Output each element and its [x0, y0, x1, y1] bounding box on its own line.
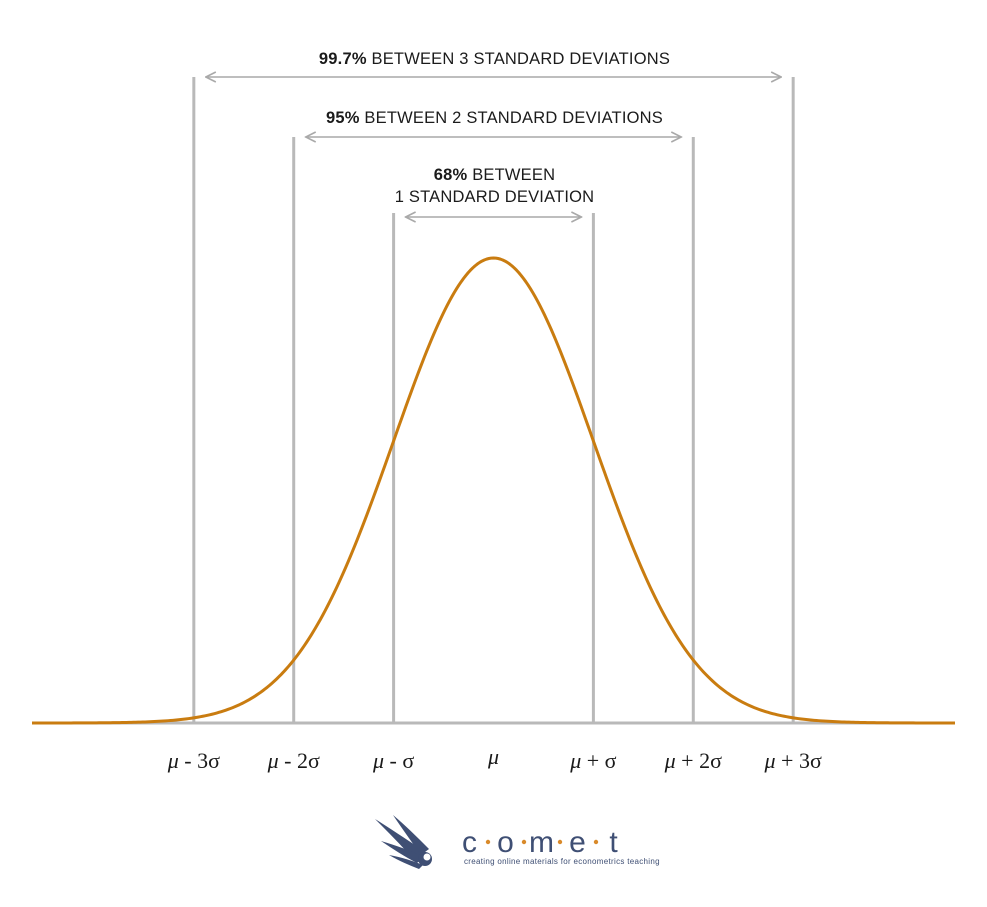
logo-letter-e: e — [569, 826, 587, 859]
range-label-1sd: 68% BETWEEN — [434, 166, 555, 184]
tick-label-minus-3: μ - 3σ — [167, 748, 220, 773]
tick-labels: μ - 3σ μ - 2σ μ - σ μ μ + σ μ + 2σ μ + 3σ — [167, 744, 822, 773]
tick-label-plus-1: μ + σ — [569, 748, 616, 773]
logo-dot — [557, 839, 563, 845]
logo-letter-c: c — [462, 826, 478, 859]
logo-letter-m: m — [529, 826, 555, 859]
logo-dot — [521, 839, 527, 845]
comet-icon — [375, 815, 432, 869]
normal-curve — [32, 256, 955, 725]
logo-letter-t: t — [609, 826, 618, 859]
sd-vertical-lines — [192, 77, 795, 723]
tick-label-plus-3: μ + 3σ — [764, 748, 822, 773]
tick-label-minus-1: μ - σ — [372, 748, 414, 773]
range-labels: 99.7% BETWEEN 3 STANDARD DEVIATIONS 95% B… — [319, 50, 670, 206]
logo-letter-o: o — [497, 826, 515, 859]
logo-dot — [485, 839, 491, 845]
range-label-1sd-line2: 1 STANDARD DEVIATION — [395, 188, 595, 206]
range-arrows — [206, 77, 781, 217]
range-label-3sd: 99.7% BETWEEN 3 STANDARD DEVIATIONS — [319, 50, 670, 68]
logo-dot — [593, 839, 599, 845]
tick-label-minus-2: μ - 2σ — [267, 748, 320, 773]
comet-tagline: creating online materials for econometri… — [464, 857, 660, 866]
range-label-2sd: 95% BETWEEN 2 STANDARD DEVIATIONS — [326, 109, 663, 127]
tick-label-0: μ — [487, 744, 499, 769]
tick-label-plus-2: μ + 2σ — [664, 748, 722, 773]
